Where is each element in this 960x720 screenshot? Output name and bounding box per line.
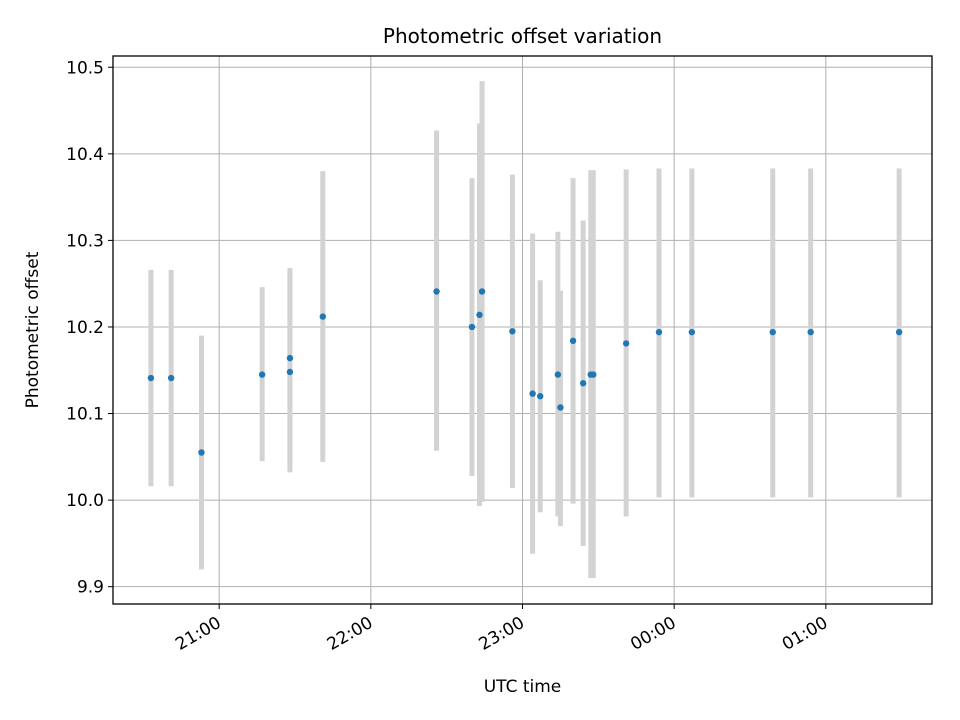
- grid-layer: [113, 56, 932, 604]
- data-point: [536, 393, 544, 400]
- data-point: [286, 368, 294, 376]
- errorbar-layer: [148, 81, 902, 579]
- tick-layer: 21:00 22:00 23:00 00:00 01:00 9.9 10.0 10.1 10.2…: [66, 58, 831, 655]
- x-tick-label: 00:00: [627, 613, 679, 655]
- x-tick-label: 21:00: [172, 613, 224, 655]
- y-tick-label: 10.3: [66, 231, 104, 251]
- x-tick-label: 01:00: [779, 613, 831, 655]
- chart-title: Photometric offset variation: [383, 24, 662, 48]
- y-tick-label: 10.4: [66, 145, 104, 165]
- x-tick-label: 22:00: [324, 613, 376, 655]
- data-point: [147, 374, 155, 382]
- data-point: [655, 328, 663, 336]
- data-point: [769, 328, 776, 336]
- data-point: [509, 328, 516, 335]
- data-point: [167, 374, 175, 382]
- data-point: [478, 288, 486, 295]
- y-tick-label: 10.1: [66, 405, 104, 425]
- data-point: [557, 404, 564, 411]
- y-axis-label: Photometric offset: [23, 251, 43, 408]
- x-axis-label: UTC time: [484, 677, 562, 697]
- data-point: [286, 354, 294, 362]
- y-tick-label: 9.9: [77, 578, 104, 598]
- data-point: [476, 311, 483, 319]
- data-point: [688, 328, 696, 336]
- data-point: [569, 337, 577, 345]
- y-tick-label: 10.0: [66, 491, 104, 511]
- data-point: [554, 371, 562, 378]
- data-point: [622, 340, 630, 347]
- data-point: [198, 449, 205, 456]
- data-point: [468, 323, 476, 331]
- data-point: [529, 390, 536, 397]
- data-point: [807, 328, 814, 336]
- point-layer: [147, 288, 903, 456]
- data-point: [258, 371, 266, 378]
- data-point: [319, 313, 327, 320]
- data-point: [433, 288, 440, 295]
- y-tick-label: 10.5: [66, 58, 104, 78]
- data-point: [590, 371, 597, 378]
- data-point: [895, 328, 903, 336]
- x-tick-label: 23:00: [476, 613, 528, 655]
- y-tick-label: 10.2: [66, 318, 104, 338]
- data-point: [579, 380, 587, 387]
